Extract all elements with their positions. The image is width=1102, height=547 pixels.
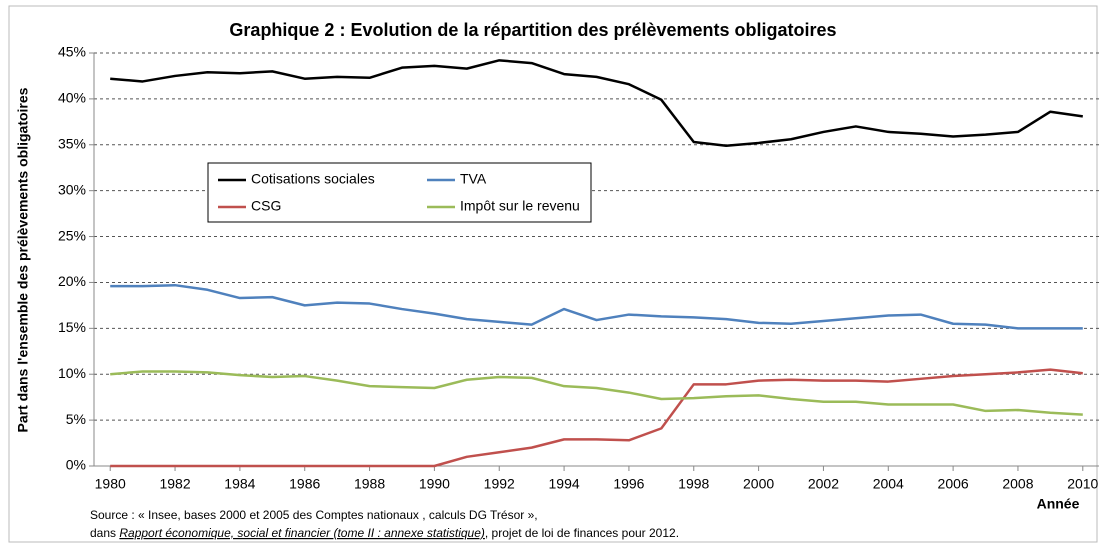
y-tick-label: 20% bbox=[58, 273, 86, 289]
chart-frame bbox=[8, 5, 1098, 543]
x-tick-label: 2008 bbox=[1002, 476, 1033, 492]
source-reference: Rapport économique, social et financier … bbox=[119, 526, 485, 540]
x-tick-label: 1998 bbox=[678, 476, 709, 492]
source-line: dans Rapport économique, social et finan… bbox=[90, 526, 679, 540]
x-tick-label: 1982 bbox=[159, 476, 190, 492]
x-tick-label: 1992 bbox=[484, 476, 515, 492]
source-text: dans bbox=[90, 526, 119, 540]
x-tick-label: 1990 bbox=[419, 476, 450, 492]
y-axis-label: Part dans l'ensemble des prélèvements ob… bbox=[15, 87, 31, 432]
x-tick-label: 2010 bbox=[1067, 476, 1098, 492]
y-tick-label: 10% bbox=[58, 365, 86, 381]
x-tick-label: 2000 bbox=[743, 476, 774, 492]
x-tick-label: 2004 bbox=[873, 476, 904, 492]
x-tick-label: 2002 bbox=[808, 476, 839, 492]
series-line bbox=[110, 368, 1083, 468]
series-line bbox=[110, 370, 1083, 416]
y-tick-label: 25% bbox=[58, 227, 86, 243]
x-axis-label: Année bbox=[1037, 496, 1080, 512]
source-text: , projet de loi de finances pour 2012. bbox=[485, 526, 679, 540]
legend-box bbox=[207, 162, 592, 223]
x-tick-label: 1988 bbox=[354, 476, 385, 492]
y-tick-label: 40% bbox=[58, 90, 86, 106]
y-tick-label: 15% bbox=[58, 319, 86, 335]
y-tick-label: 30% bbox=[58, 181, 86, 197]
series-line bbox=[110, 59, 1083, 147]
x-tick-label: 1996 bbox=[613, 476, 644, 492]
y-tick-label: 35% bbox=[58, 135, 86, 151]
legend-label: CSG bbox=[251, 198, 281, 214]
legend-label: TVA bbox=[460, 171, 487, 187]
series-line bbox=[110, 283, 1083, 330]
x-tick-label: 2006 bbox=[938, 476, 969, 492]
x-tick-label: 1980 bbox=[95, 476, 126, 492]
chart-title: Graphique 2 : Evolution de la répartitio… bbox=[229, 20, 836, 40]
legend-label: Impôt sur le revenu bbox=[460, 198, 580, 214]
legend-label: Cotisations sociales bbox=[251, 171, 375, 187]
x-tick-label: 1986 bbox=[289, 476, 320, 492]
y-tick-label: 45% bbox=[58, 44, 86, 60]
y-tick-label: 5% bbox=[66, 411, 86, 427]
source-line: Source : « Insee, bases 2000 et 2005 des… bbox=[90, 508, 538, 522]
x-tick-label: 1994 bbox=[549, 476, 580, 492]
x-tick-label: 1984 bbox=[224, 476, 255, 492]
y-tick-label: 0% bbox=[66, 457, 86, 473]
